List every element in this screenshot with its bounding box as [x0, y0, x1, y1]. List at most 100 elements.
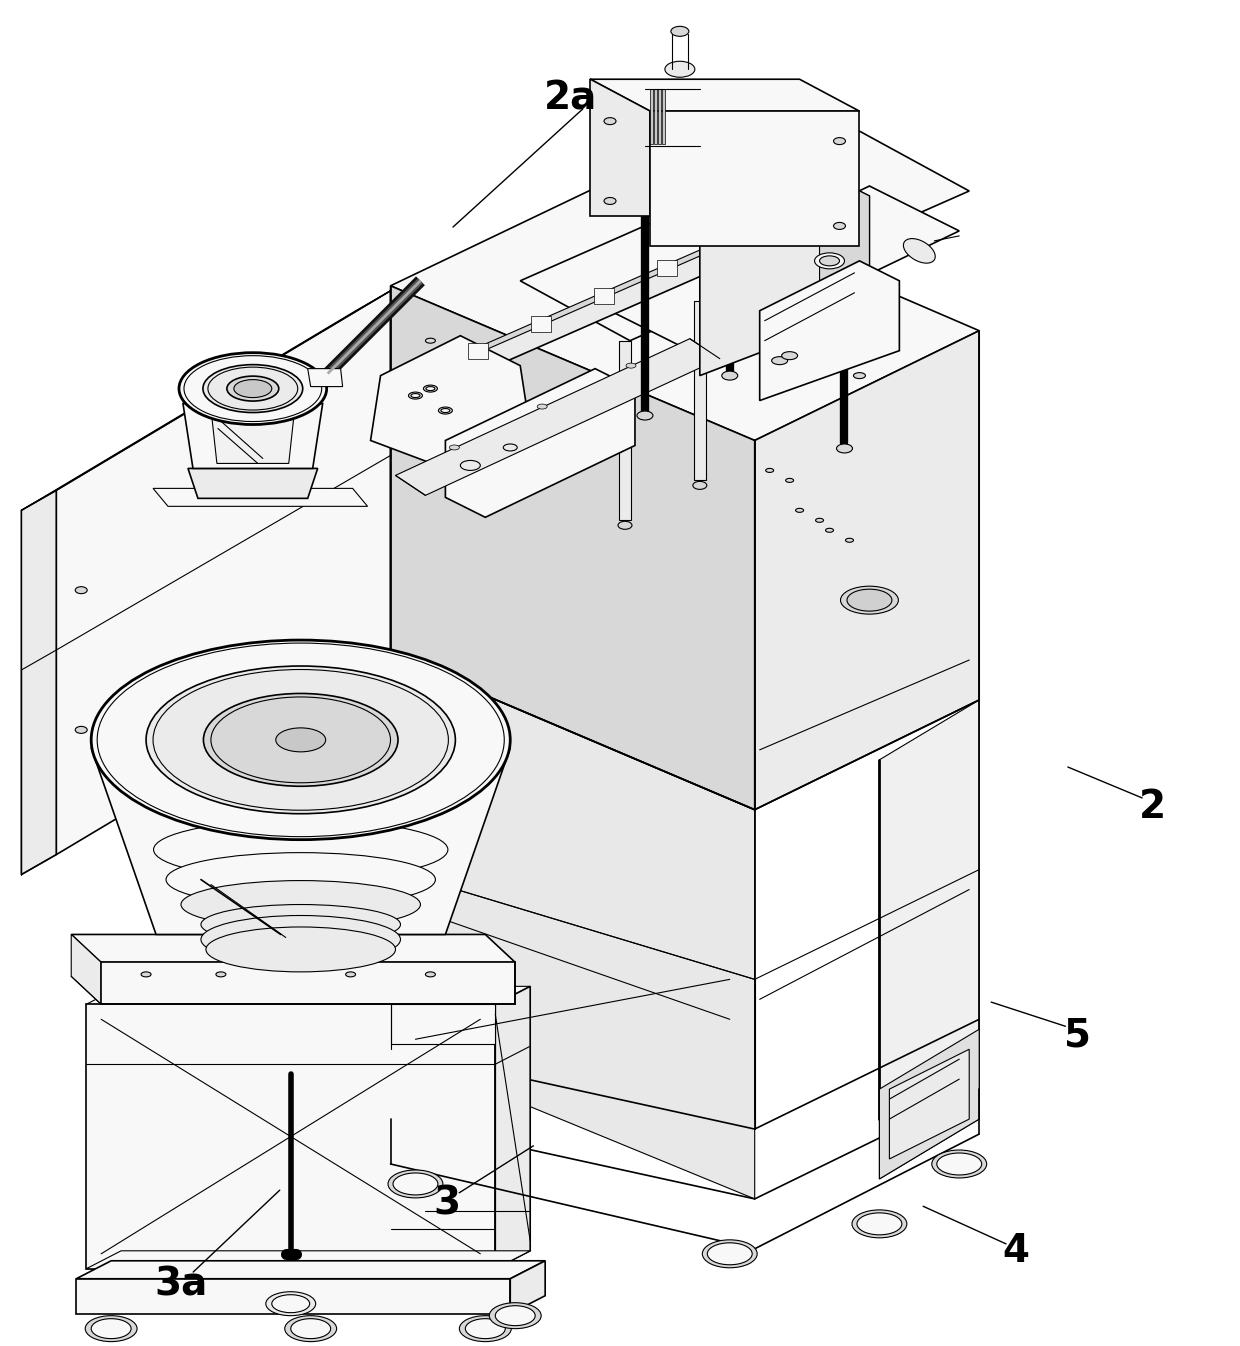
- Ellipse shape: [425, 338, 435, 343]
- Polygon shape: [396, 339, 719, 495]
- Bar: [694, 300, 706, 481]
- Ellipse shape: [618, 521, 632, 529]
- Ellipse shape: [208, 367, 298, 411]
- Ellipse shape: [346, 972, 356, 977]
- Polygon shape: [21, 291, 391, 510]
- Polygon shape: [76, 1279, 510, 1314]
- Polygon shape: [184, 404, 322, 468]
- Ellipse shape: [846, 538, 853, 542]
- Polygon shape: [755, 331, 980, 810]
- Ellipse shape: [211, 697, 391, 783]
- Ellipse shape: [931, 1149, 987, 1178]
- Ellipse shape: [460, 460, 480, 470]
- Ellipse shape: [637, 411, 653, 420]
- Ellipse shape: [826, 528, 833, 532]
- Ellipse shape: [393, 1172, 438, 1195]
- Ellipse shape: [853, 373, 866, 378]
- Ellipse shape: [604, 117, 616, 125]
- Polygon shape: [391, 176, 980, 440]
- Bar: [650, 89, 653, 144]
- Ellipse shape: [495, 1306, 536, 1326]
- Ellipse shape: [465, 1319, 505, 1339]
- Polygon shape: [590, 79, 650, 215]
- Polygon shape: [521, 131, 970, 341]
- Polygon shape: [879, 1030, 980, 1179]
- Ellipse shape: [92, 1319, 131, 1339]
- Text: 4: 4: [1002, 1232, 1029, 1269]
- Polygon shape: [610, 186, 960, 355]
- Ellipse shape: [857, 1213, 901, 1234]
- Ellipse shape: [92, 641, 510, 840]
- Polygon shape: [153, 489, 367, 506]
- Ellipse shape: [665, 62, 694, 77]
- Ellipse shape: [813, 367, 826, 374]
- Ellipse shape: [203, 365, 303, 412]
- Polygon shape: [510, 1261, 546, 1314]
- Ellipse shape: [833, 137, 846, 144]
- Ellipse shape: [820, 256, 839, 267]
- Polygon shape: [760, 261, 899, 401]
- Polygon shape: [415, 237, 730, 381]
- Ellipse shape: [847, 590, 892, 611]
- Ellipse shape: [837, 444, 852, 454]
- Polygon shape: [102, 962, 516, 1004]
- Bar: [662, 89, 665, 144]
- Polygon shape: [71, 934, 102, 1004]
- Ellipse shape: [833, 222, 846, 229]
- Ellipse shape: [275, 728, 326, 752]
- Text: 3: 3: [433, 1184, 460, 1222]
- Polygon shape: [495, 987, 531, 1269]
- Polygon shape: [308, 369, 342, 386]
- Polygon shape: [391, 285, 755, 810]
- Ellipse shape: [786, 478, 794, 482]
- Ellipse shape: [166, 852, 435, 906]
- Ellipse shape: [285, 1315, 336, 1342]
- Polygon shape: [87, 987, 531, 1004]
- Polygon shape: [594, 288, 614, 304]
- Ellipse shape: [290, 1319, 331, 1339]
- Ellipse shape: [216, 972, 226, 977]
- Ellipse shape: [537, 404, 547, 409]
- Polygon shape: [391, 1004, 495, 1044]
- Bar: [658, 89, 661, 144]
- Ellipse shape: [227, 376, 279, 401]
- Ellipse shape: [693, 482, 707, 490]
- Polygon shape: [21, 490, 56, 875]
- Ellipse shape: [423, 385, 438, 392]
- Ellipse shape: [206, 927, 396, 972]
- Polygon shape: [699, 171, 869, 376]
- Ellipse shape: [459, 1315, 511, 1342]
- Ellipse shape: [146, 666, 455, 814]
- Polygon shape: [391, 656, 755, 1199]
- Ellipse shape: [722, 371, 738, 380]
- Ellipse shape: [272, 1295, 310, 1312]
- Ellipse shape: [771, 357, 787, 365]
- Ellipse shape: [265, 1292, 316, 1315]
- Ellipse shape: [388, 1170, 443, 1198]
- Ellipse shape: [141, 972, 151, 977]
- Text: 3a: 3a: [154, 1265, 207, 1303]
- Bar: [619, 341, 631, 521]
- Text: 5: 5: [1064, 1016, 1091, 1055]
- Polygon shape: [531, 315, 551, 331]
- Ellipse shape: [852, 1210, 906, 1238]
- Ellipse shape: [153, 669, 449, 810]
- Ellipse shape: [771, 345, 787, 353]
- Text: 2a: 2a: [544, 79, 598, 117]
- Ellipse shape: [490, 1303, 541, 1329]
- Ellipse shape: [495, 378, 505, 384]
- Ellipse shape: [765, 468, 774, 472]
- Ellipse shape: [201, 905, 401, 945]
- Ellipse shape: [181, 880, 420, 929]
- Ellipse shape: [425, 386, 435, 390]
- Ellipse shape: [76, 587, 87, 594]
- Ellipse shape: [936, 1154, 982, 1175]
- Ellipse shape: [671, 27, 689, 36]
- Polygon shape: [56, 291, 391, 855]
- Polygon shape: [92, 748, 510, 934]
- Ellipse shape: [410, 393, 420, 397]
- Ellipse shape: [904, 238, 935, 264]
- Polygon shape: [188, 468, 317, 498]
- Ellipse shape: [626, 363, 636, 367]
- Bar: [653, 89, 657, 144]
